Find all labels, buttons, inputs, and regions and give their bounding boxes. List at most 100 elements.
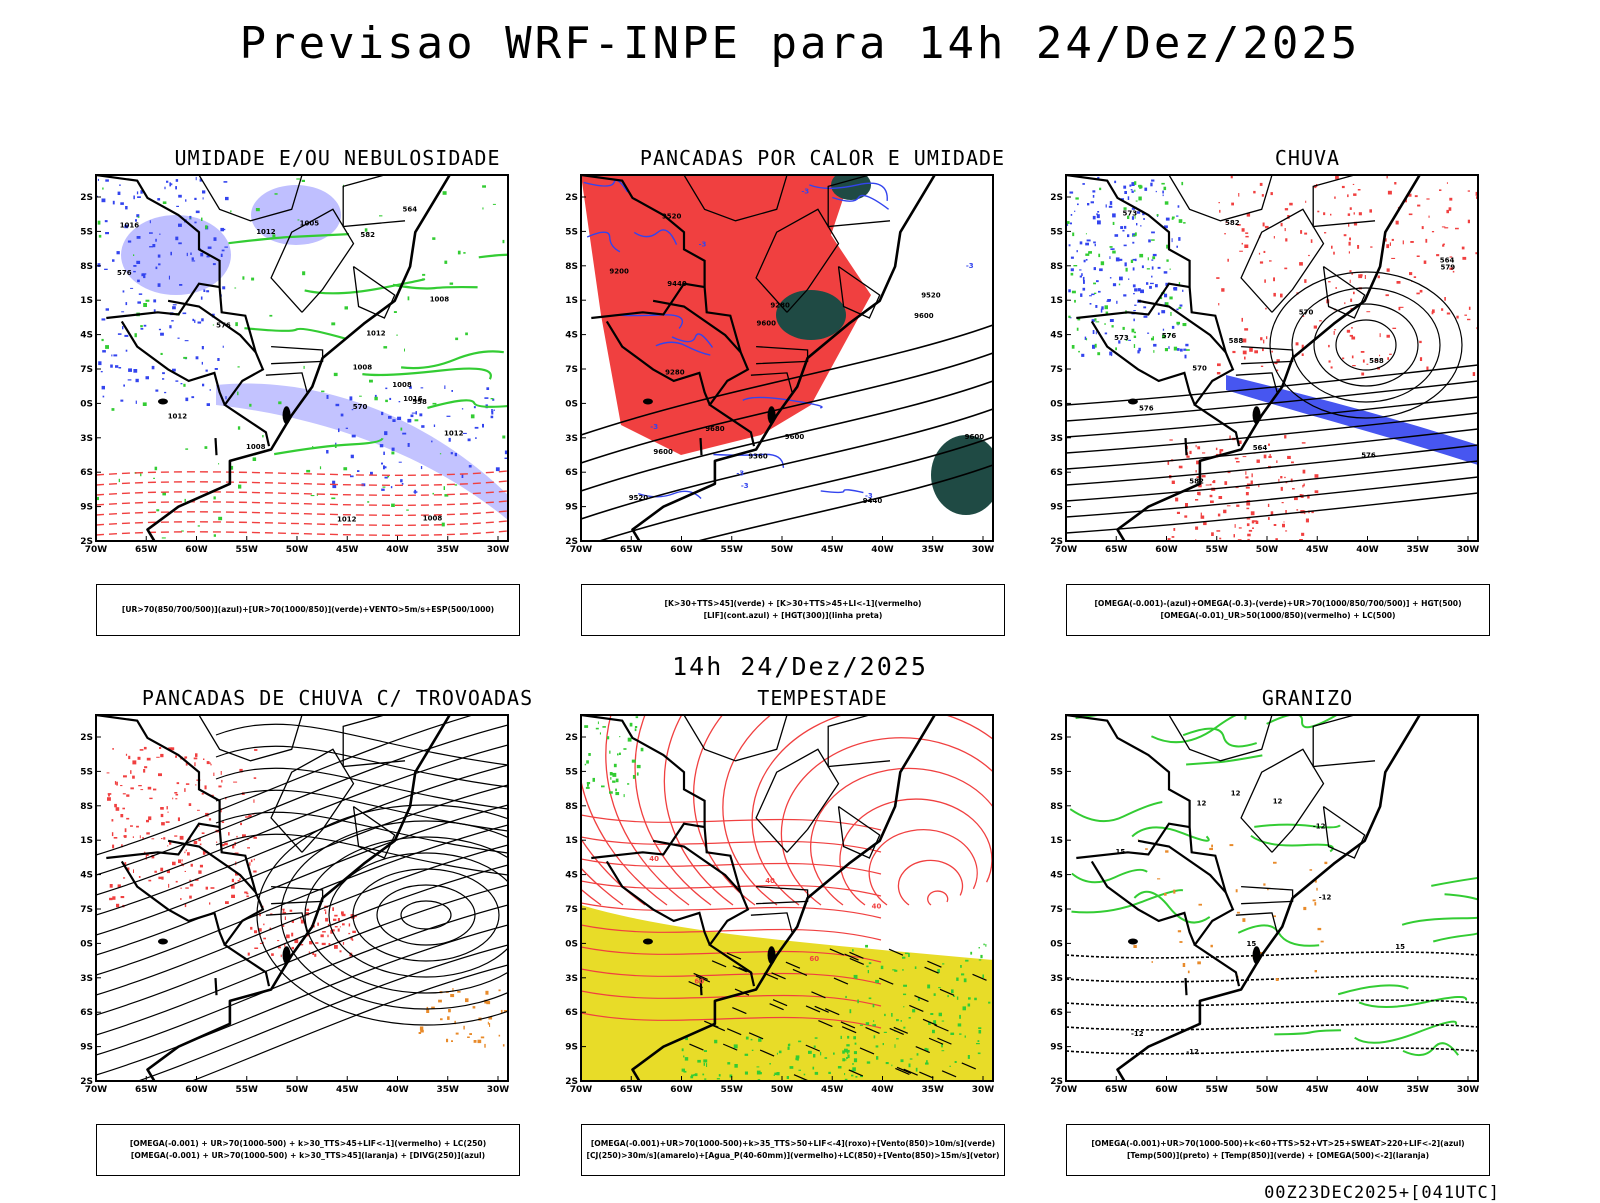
rain-pixel (1409, 272, 1413, 276)
omega-pixel (1093, 267, 1096, 271)
lon-label: 65W (1105, 545, 1128, 555)
country-border (120, 860, 226, 946)
lifted-index-contour (633, 229, 678, 245)
humidity-pixel (201, 318, 204, 322)
omega-pixel (1093, 282, 1096, 285)
panel-granizo: GRANIZO -12-12-12-1212121515151212S15S18… (1050, 686, 1565, 1176)
thunder-pixel (132, 760, 137, 765)
rain-pixel (1268, 443, 1270, 446)
moisture-pixel (252, 457, 257, 461)
rain-pixel (1246, 483, 1251, 486)
state-border (755, 748, 840, 853)
legend-line-1: [OMEGA(-0.001) + UR>70(1000-500) + k>30_… (129, 1139, 487, 1148)
rain-pixel (1282, 523, 1285, 528)
hgt500-contour (1066, 460, 1478, 502)
wind850-pixel (844, 1078, 848, 1081)
rain-pixel (1252, 527, 1254, 529)
thunder-pixel (172, 797, 174, 800)
wind850-pixel (846, 1057, 848, 1059)
wind-vector (769, 1003, 784, 1011)
wind850-pixel (623, 748, 627, 750)
thunder-pixel (463, 1025, 465, 1030)
rain-pixel (1419, 340, 1422, 344)
contour-label: 9440 (863, 497, 883, 505)
country-border (1137, 299, 1227, 354)
rain-pixel (1301, 532, 1305, 536)
wind-vector (814, 1005, 829, 1013)
humidity-pixel (410, 414, 414, 418)
panel-title: GRANIZO (1261, 686, 1354, 710)
rain-pixel (1273, 524, 1277, 526)
wind-vector (693, 972, 708, 980)
humidity-pixel (178, 223, 182, 227)
state-border (1240, 748, 1325, 853)
moisture-pixel (465, 332, 468, 336)
thunder-pixel (108, 794, 110, 797)
thunder-pixel (210, 887, 215, 889)
lon-label: 50W (286, 545, 309, 555)
omega-pixel (1132, 284, 1136, 288)
omega-pixel (1120, 226, 1124, 229)
wind-vector (961, 1062, 977, 1070)
streamline (96, 884, 508, 1036)
temp850-contour (1402, 1042, 1460, 1056)
rain-pixel (1215, 447, 1218, 451)
thunder-pixel (305, 912, 310, 916)
wind-vector (879, 977, 894, 985)
rain-pixel (1410, 241, 1414, 243)
lc850-contour (810, 767, 993, 906)
wind850-pixel (980, 954, 983, 959)
humidity-pixel (133, 265, 137, 267)
omega500-pixel (1324, 861, 1328, 865)
country-border (167, 299, 257, 354)
rain-pixel (1219, 209, 1221, 213)
thunder-pixel (149, 797, 153, 800)
omega-pixel (1152, 256, 1156, 260)
moisture-pixel (111, 408, 115, 411)
humidity-pixel (169, 182, 171, 187)
rain-pixel (1217, 513, 1221, 517)
omega-pixel (1166, 259, 1169, 262)
wind850-pixel (962, 1006, 966, 1011)
wind850-pixel (636, 764, 641, 769)
humidity-pixel (450, 452, 453, 455)
humidity-pixel (486, 387, 490, 390)
lc850-contour (897, 859, 964, 906)
state-border (198, 175, 303, 222)
wind850-pixel (778, 1050, 782, 1054)
map-tempestade: 404060406012S15S18S21S24S27S30S33S36S39S… (565, 714, 994, 1095)
lat-label: 36S (1050, 1008, 1063, 1018)
thunder-pixel (289, 909, 293, 912)
omega500-pixel (1273, 861, 1277, 864)
omega-pixel (1077, 317, 1081, 321)
wind-vector (785, 961, 801, 969)
rain-pixel (1386, 334, 1390, 338)
lon-label: 30W (972, 545, 995, 555)
rain-pixel (1439, 189, 1442, 191)
moisture-pixel (181, 530, 184, 532)
rain-pixel (1265, 307, 1267, 310)
humidity-pixel (326, 395, 329, 399)
thunder-pixel (145, 853, 149, 856)
humidity-pixel (175, 236, 179, 241)
wind850-pixel (703, 1059, 708, 1063)
wind850-pixel (691, 1074, 695, 1077)
humidity-pixel (350, 475, 354, 478)
wind850-pixel (880, 965, 884, 970)
wind-vector (865, 1026, 880, 1034)
omega-pixel (1162, 190, 1164, 194)
rain-pixel (1245, 476, 1249, 479)
temp850-contour (1069, 801, 1163, 823)
omega-pixel (1100, 308, 1103, 313)
state-border (1241, 885, 1294, 905)
rain-pixel (1324, 232, 1327, 234)
wind850-pixel (634, 726, 638, 728)
omega-pixel (1179, 304, 1183, 307)
humidity-pixel (125, 206, 128, 210)
contour-label: 582 (1225, 219, 1240, 227)
omega-pixel (1092, 190, 1096, 193)
omega-pixel (1125, 339, 1128, 341)
wind850-pixel (844, 1073, 846, 1076)
moisture-pixel (201, 217, 203, 221)
rain-pixel (1239, 250, 1243, 252)
